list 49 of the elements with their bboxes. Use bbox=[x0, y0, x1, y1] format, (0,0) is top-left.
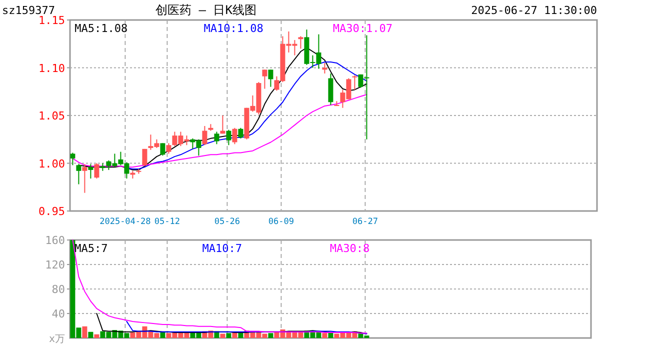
text: MA10:1.08 bbox=[204, 22, 264, 35]
bar bbox=[268, 333, 274, 338]
y-tick-label: 40 bbox=[52, 308, 65, 320]
line-series bbox=[72, 240, 368, 334]
text: 2025-06-27 11:30:00 bbox=[471, 4, 597, 17]
candlestick bbox=[142, 148, 148, 167]
y-tick-label: 1.00 bbox=[38, 157, 65, 170]
candlestick bbox=[232, 127, 238, 145]
bar bbox=[220, 334, 226, 338]
candlestick bbox=[76, 164, 82, 185]
text: MA30:1.07 bbox=[332, 22, 392, 35]
candlestick bbox=[202, 126, 208, 146]
x-tick-label: 05-12 bbox=[154, 217, 180, 227]
candlestick bbox=[94, 162, 100, 180]
candlestick bbox=[352, 74, 358, 90]
y-tick-label: 1.05 bbox=[38, 110, 65, 122]
y-axis-title: x万 bbox=[48, 334, 65, 345]
y-tick-label: 1.15 bbox=[38, 14, 65, 27]
bar bbox=[322, 333, 328, 338]
candlestick bbox=[328, 72, 334, 106]
x-tick-label: 06-27 bbox=[352, 217, 378, 227]
y-tick-label: 80 bbox=[52, 283, 65, 296]
candlestick bbox=[226, 129, 232, 146]
candlestick bbox=[88, 164, 94, 180]
y-tick-label: 0.95 bbox=[38, 205, 65, 218]
candlestick bbox=[160, 142, 166, 156]
bar bbox=[88, 332, 94, 338]
candlestick bbox=[166, 142, 172, 154]
text: MA5:1.08 bbox=[74, 22, 128, 35]
bar bbox=[82, 326, 88, 338]
text: MA10:7 bbox=[202, 242, 242, 255]
candlestick bbox=[262, 69, 268, 90]
candlestick bbox=[82, 164, 88, 194]
text: MA30:8 bbox=[330, 242, 370, 255]
x-tick-label: 05-26 bbox=[214, 217, 240, 227]
chart-title: 创医药 — 日K线图 bbox=[156, 3, 256, 17]
candlestick bbox=[298, 36, 304, 50]
candlestick bbox=[214, 131, 220, 145]
text: sz159377 bbox=[2, 4, 55, 17]
y-tick-label: 160 bbox=[45, 234, 65, 247]
y-tick-label: 120 bbox=[45, 258, 65, 272]
text: MA5:7 bbox=[74, 242, 108, 255]
bar bbox=[94, 334, 100, 338]
x-tick-label: 2025-04-28 bbox=[100, 217, 151, 227]
candlestick bbox=[268, 69, 274, 88]
y-tick-label: 1.10 bbox=[38, 62, 65, 75]
bar bbox=[226, 333, 232, 338]
candlestick bbox=[238, 127, 244, 139]
x-tick-label: 06-09 bbox=[268, 217, 294, 227]
